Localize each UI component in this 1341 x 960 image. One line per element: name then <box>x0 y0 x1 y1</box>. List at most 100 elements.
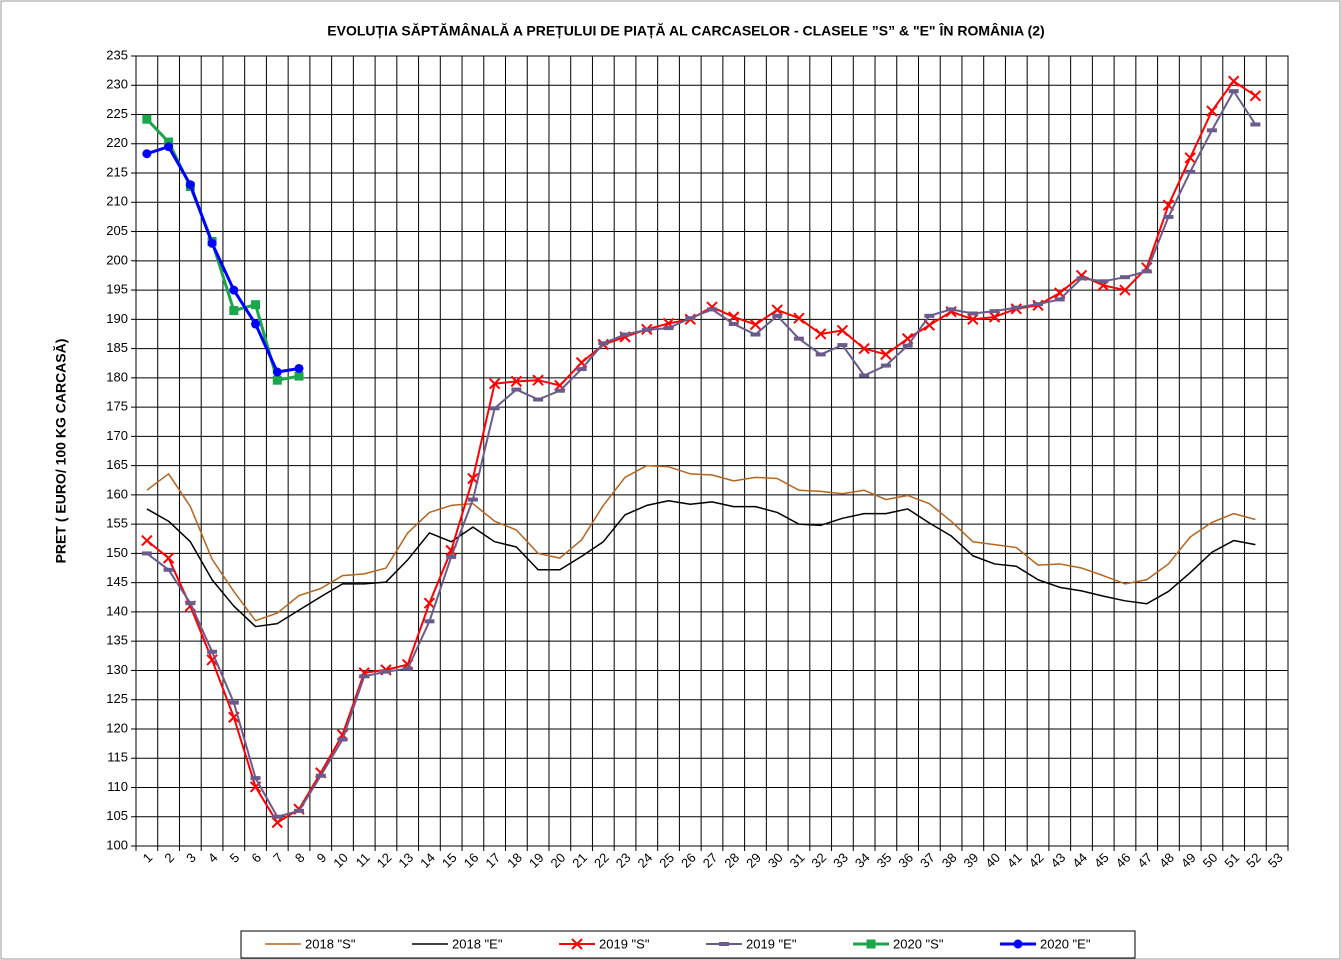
legend-label: 2019 "E" <box>746 936 797 951</box>
marker <box>162 552 175 564</box>
y-tick-label: 185 <box>106 340 128 355</box>
marker <box>576 367 587 372</box>
marker <box>142 114 152 124</box>
marker <box>271 816 283 829</box>
marker <box>571 938 583 950</box>
marker <box>719 942 729 946</box>
y-tick-label: 195 <box>106 282 128 297</box>
legend-box <box>240 930 1136 959</box>
marker <box>489 406 500 411</box>
y-tick-label: 150 <box>106 545 128 560</box>
marker <box>380 669 391 674</box>
marker <box>229 306 239 316</box>
marker <box>793 336 804 341</box>
y-tick-label: 120 <box>106 720 128 735</box>
marker <box>250 776 261 781</box>
marker <box>749 318 762 331</box>
y-tick-label: 230 <box>106 77 128 92</box>
marker <box>294 808 305 813</box>
marker <box>1184 152 1196 164</box>
marker <box>815 352 826 357</box>
marker <box>1163 214 1174 219</box>
marker <box>554 388 565 393</box>
marker <box>1185 169 1196 174</box>
marker <box>467 497 478 502</box>
marker <box>185 601 196 606</box>
marker <box>728 311 740 323</box>
y-tick-label: 155 <box>106 516 128 531</box>
marker <box>446 554 457 559</box>
marker <box>1206 105 1218 117</box>
marker <box>251 300 261 310</box>
marker <box>924 313 935 318</box>
y-tick-label: 215 <box>106 164 128 179</box>
series-line <box>146 90 1257 818</box>
marker <box>228 700 239 705</box>
series-line <box>146 145 300 374</box>
marker <box>142 149 152 159</box>
y-tick-label: 225 <box>106 106 128 121</box>
y-tick-label: 175 <box>106 399 128 414</box>
marker <box>272 814 283 819</box>
y-tick-label: 145 <box>106 574 128 589</box>
y-tick-label: 220 <box>106 135 128 150</box>
y-tick-label: 210 <box>106 194 128 209</box>
y-tick-label: 235 <box>106 47 128 62</box>
legend-label: 2020 "S" <box>893 936 944 951</box>
marker <box>1119 284 1131 296</box>
marker <box>1011 305 1022 310</box>
marker <box>902 343 913 348</box>
legend-label: 2018 "S" <box>305 936 356 951</box>
marker <box>880 348 892 361</box>
y-tick-label: 105 <box>106 808 128 823</box>
y-tick-label: 125 <box>106 691 128 706</box>
marker <box>272 375 282 385</box>
marker <box>988 311 1001 323</box>
marker <box>1141 269 1152 274</box>
marker <box>424 619 435 624</box>
legend-label: 2020 "E" <box>1040 936 1091 951</box>
marker <box>294 371 304 381</box>
marker <box>641 327 652 332</box>
marker <box>685 316 696 321</box>
marker <box>206 654 218 666</box>
marker <box>272 367 282 377</box>
y-tick-label: 115 <box>107 750 128 765</box>
marker <box>315 773 326 778</box>
marker <box>1098 279 1109 284</box>
y-tick-label: 130 <box>106 662 128 677</box>
marker <box>880 363 891 368</box>
y-tick-label: 190 <box>106 311 128 326</box>
chart-title: EVOLUȚIA SĂPTĂMÂNALĂ A PREȚULUI DE PIAȚĂ… <box>327 22 1044 39</box>
marker <box>793 312 805 324</box>
marker <box>1076 276 1087 281</box>
marker <box>359 674 370 679</box>
marker <box>207 238 217 248</box>
y-tick-label: 110 <box>107 779 128 794</box>
marker <box>1119 275 1130 280</box>
marker <box>707 307 717 312</box>
y-tick-label: 180 <box>106 369 128 384</box>
plot-border <box>135 55 1289 847</box>
marker <box>814 328 827 340</box>
marker <box>866 939 876 949</box>
series-line <box>146 499 1256 628</box>
marker <box>1249 90 1262 102</box>
marker <box>510 375 523 388</box>
marker <box>858 342 870 355</box>
marker <box>1013 939 1023 949</box>
y-tick-label: 160 <box>106 486 128 501</box>
marker <box>989 309 1000 314</box>
y-tick-label: 200 <box>106 252 128 267</box>
y-tick-label: 100 <box>106 837 128 852</box>
marker <box>337 737 348 742</box>
y-tick-label: 170 <box>106 428 128 443</box>
marker <box>1227 75 1240 87</box>
marker <box>164 142 174 152</box>
y-tick-label: 140 <box>106 603 128 618</box>
marker <box>1054 297 1065 302</box>
marker <box>141 534 153 547</box>
marker <box>141 551 152 556</box>
